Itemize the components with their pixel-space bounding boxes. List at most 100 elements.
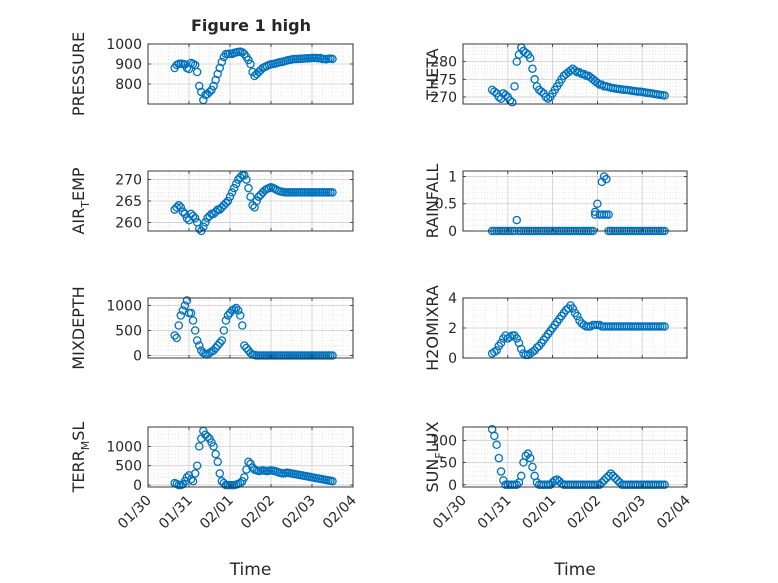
data-point: [229, 305, 239, 314]
data-point: [599, 476, 609, 485]
y-tick-label: 1000: [106, 299, 142, 315]
y-tick-label: 800: [115, 77, 142, 93]
data-point: [190, 326, 200, 335]
data-point: [528, 64, 537, 73]
y-axis-label: TERRMSL: [69, 422, 92, 494]
x-tick-label: 02/04: [320, 492, 360, 532]
data-point: [213, 457, 222, 467]
y-tick-label: 500: [115, 459, 142, 475]
data-point: [537, 87, 546, 96]
data-point: [595, 480, 604, 490]
data-point: [188, 316, 198, 325]
data-point: [492, 346, 501, 355]
data-point: [510, 82, 519, 91]
data-point: [242, 343, 251, 353]
data-point: [182, 473, 192, 482]
data-point: [496, 467, 506, 476]
data-point: [186, 308, 196, 318]
data-point: [235, 311, 245, 320]
x-tick-label: 02/02: [564, 493, 604, 533]
data-point: [490, 431, 499, 441]
data-point: [201, 218, 210, 227]
data-point: [602, 174, 611, 184]
data-point: [192, 67, 202, 77]
data-point: [492, 440, 501, 450]
data-point: [575, 67, 584, 77]
data-point: [211, 449, 220, 459]
data-point: [328, 54, 337, 64]
data-point: [207, 85, 216, 95]
data-point: [660, 322, 669, 331]
data-point: [521, 451, 530, 461]
data-point: [199, 222, 208, 231]
data-point: [213, 341, 222, 350]
data-point: [494, 453, 504, 463]
data-point: [221, 316, 231, 325]
y-tick-label: 270: [430, 90, 457, 106]
series-markers: [170, 171, 337, 236]
data-point: [521, 48, 530, 58]
data-point: [238, 321, 247, 330]
x-tick-label: 02/01: [197, 493, 237, 533]
figure-title: Figure 1 high: [191, 16, 311, 35]
data-point: [608, 471, 618, 481]
data-point: [227, 188, 237, 197]
data-point: [528, 462, 537, 472]
y-tick-label: 500: [115, 324, 142, 340]
data-point: [599, 210, 609, 219]
data-point: [248, 67, 257, 77]
data-point: [194, 442, 204, 451]
y-axis-label-subscript: M: [79, 441, 92, 451]
axes-frame: [462, 426, 688, 488]
data-point: [217, 57, 227, 67]
data-point: [246, 59, 255, 69]
data-point: [192, 336, 202, 345]
data-point: [240, 341, 249, 350]
series-markers: [487, 424, 669, 490]
data-point: [541, 92, 551, 102]
data-point: [194, 224, 204, 234]
x-tick-label: 01/31: [475, 493, 515, 533]
data-point: [225, 192, 235, 201]
x-axis-label: Time: [553, 560, 596, 580]
data-point: [512, 334, 522, 343]
data-point: [546, 480, 555, 490]
data-point: [501, 90, 510, 100]
data-point: [568, 304, 578, 313]
y-tick-label: 50: [439, 456, 457, 472]
data-point: [613, 476, 622, 485]
data-point: [490, 87, 499, 96]
data-point: [532, 343, 542, 352]
data-point: [599, 172, 609, 181]
y-axis-label: THETA: [423, 48, 442, 100]
data-point: [252, 196, 261, 206]
y-axis-label: RAINFALL: [423, 164, 442, 239]
subplot-1: 800 900 1000 PRESSURE: [69, 32, 354, 116]
data-point: [246, 192, 255, 201]
minor-grid: [462, 426, 688, 487]
data-point: [188, 476, 198, 486]
data-point: [190, 469, 200, 478]
y-axis-label-part: TERR: [69, 450, 88, 493]
data-point: [192, 461, 202, 470]
y-tick-label: 0: [133, 478, 142, 494]
data-point: [219, 326, 229, 335]
y-tick-label: 2: [448, 321, 457, 337]
subplot-6: 0 2 4 H2OMIXRA: [423, 285, 688, 371]
data-point: [597, 478, 607, 487]
data-point: [244, 55, 253, 65]
y-tick-label: 4: [448, 291, 457, 307]
data-point: [490, 347, 499, 357]
data-point: [328, 351, 337, 360]
data-point: [221, 198, 231, 208]
axes-frame: [462, 170, 688, 232]
y-tick-label: 1000: [106, 439, 142, 455]
y-axis-label-subscript: F: [433, 452, 446, 458]
data-point: [176, 311, 186, 320]
y-axis-label-part: AIR: [69, 208, 88, 235]
data-point: [499, 476, 508, 485]
data-point: [231, 303, 241, 313]
data-point: [205, 87, 214, 97]
